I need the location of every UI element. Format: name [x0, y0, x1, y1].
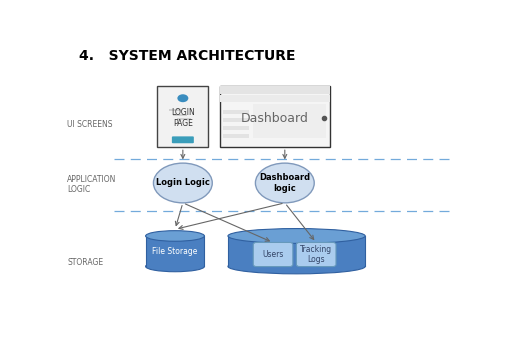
FancyBboxPatch shape	[223, 110, 248, 114]
FancyBboxPatch shape	[145, 236, 204, 266]
Text: STORAGE: STORAGE	[67, 258, 103, 267]
FancyBboxPatch shape	[252, 243, 292, 267]
Text: File Storage: File Storage	[152, 247, 197, 256]
FancyBboxPatch shape	[220, 86, 329, 147]
Text: Users: Users	[262, 250, 283, 259]
FancyBboxPatch shape	[223, 134, 248, 138]
FancyBboxPatch shape	[157, 86, 208, 147]
Text: UI SCREENS: UI SCREENS	[67, 120, 113, 129]
FancyBboxPatch shape	[172, 136, 193, 143]
FancyBboxPatch shape	[223, 126, 248, 130]
FancyBboxPatch shape	[296, 243, 335, 267]
Ellipse shape	[227, 228, 365, 244]
FancyBboxPatch shape	[173, 114, 186, 116]
Ellipse shape	[145, 261, 204, 272]
Ellipse shape	[177, 94, 188, 102]
FancyBboxPatch shape	[177, 118, 191, 120]
Text: Login Logic: Login Logic	[156, 179, 210, 187]
Text: 4.   SYSTEM ARCHITECTURE: 4. SYSTEM ARCHITECTURE	[79, 49, 295, 63]
Ellipse shape	[255, 163, 314, 203]
Text: LOGIN
PAGE: LOGIN PAGE	[171, 108, 194, 128]
FancyBboxPatch shape	[220, 86, 329, 94]
Text: Tracking
Logs: Tracking Logs	[299, 245, 332, 264]
Ellipse shape	[145, 231, 204, 241]
FancyBboxPatch shape	[168, 109, 182, 111]
FancyBboxPatch shape	[223, 118, 248, 122]
Ellipse shape	[153, 163, 212, 203]
Text: Dashboard: Dashboard	[240, 111, 309, 125]
Ellipse shape	[227, 259, 365, 274]
FancyBboxPatch shape	[227, 236, 365, 266]
FancyBboxPatch shape	[253, 104, 325, 138]
Text: Dashboard
logic: Dashboard logic	[259, 173, 310, 193]
Text: APPLICATION
LOGIC: APPLICATION LOGIC	[67, 175, 116, 194]
FancyBboxPatch shape	[220, 95, 329, 102]
